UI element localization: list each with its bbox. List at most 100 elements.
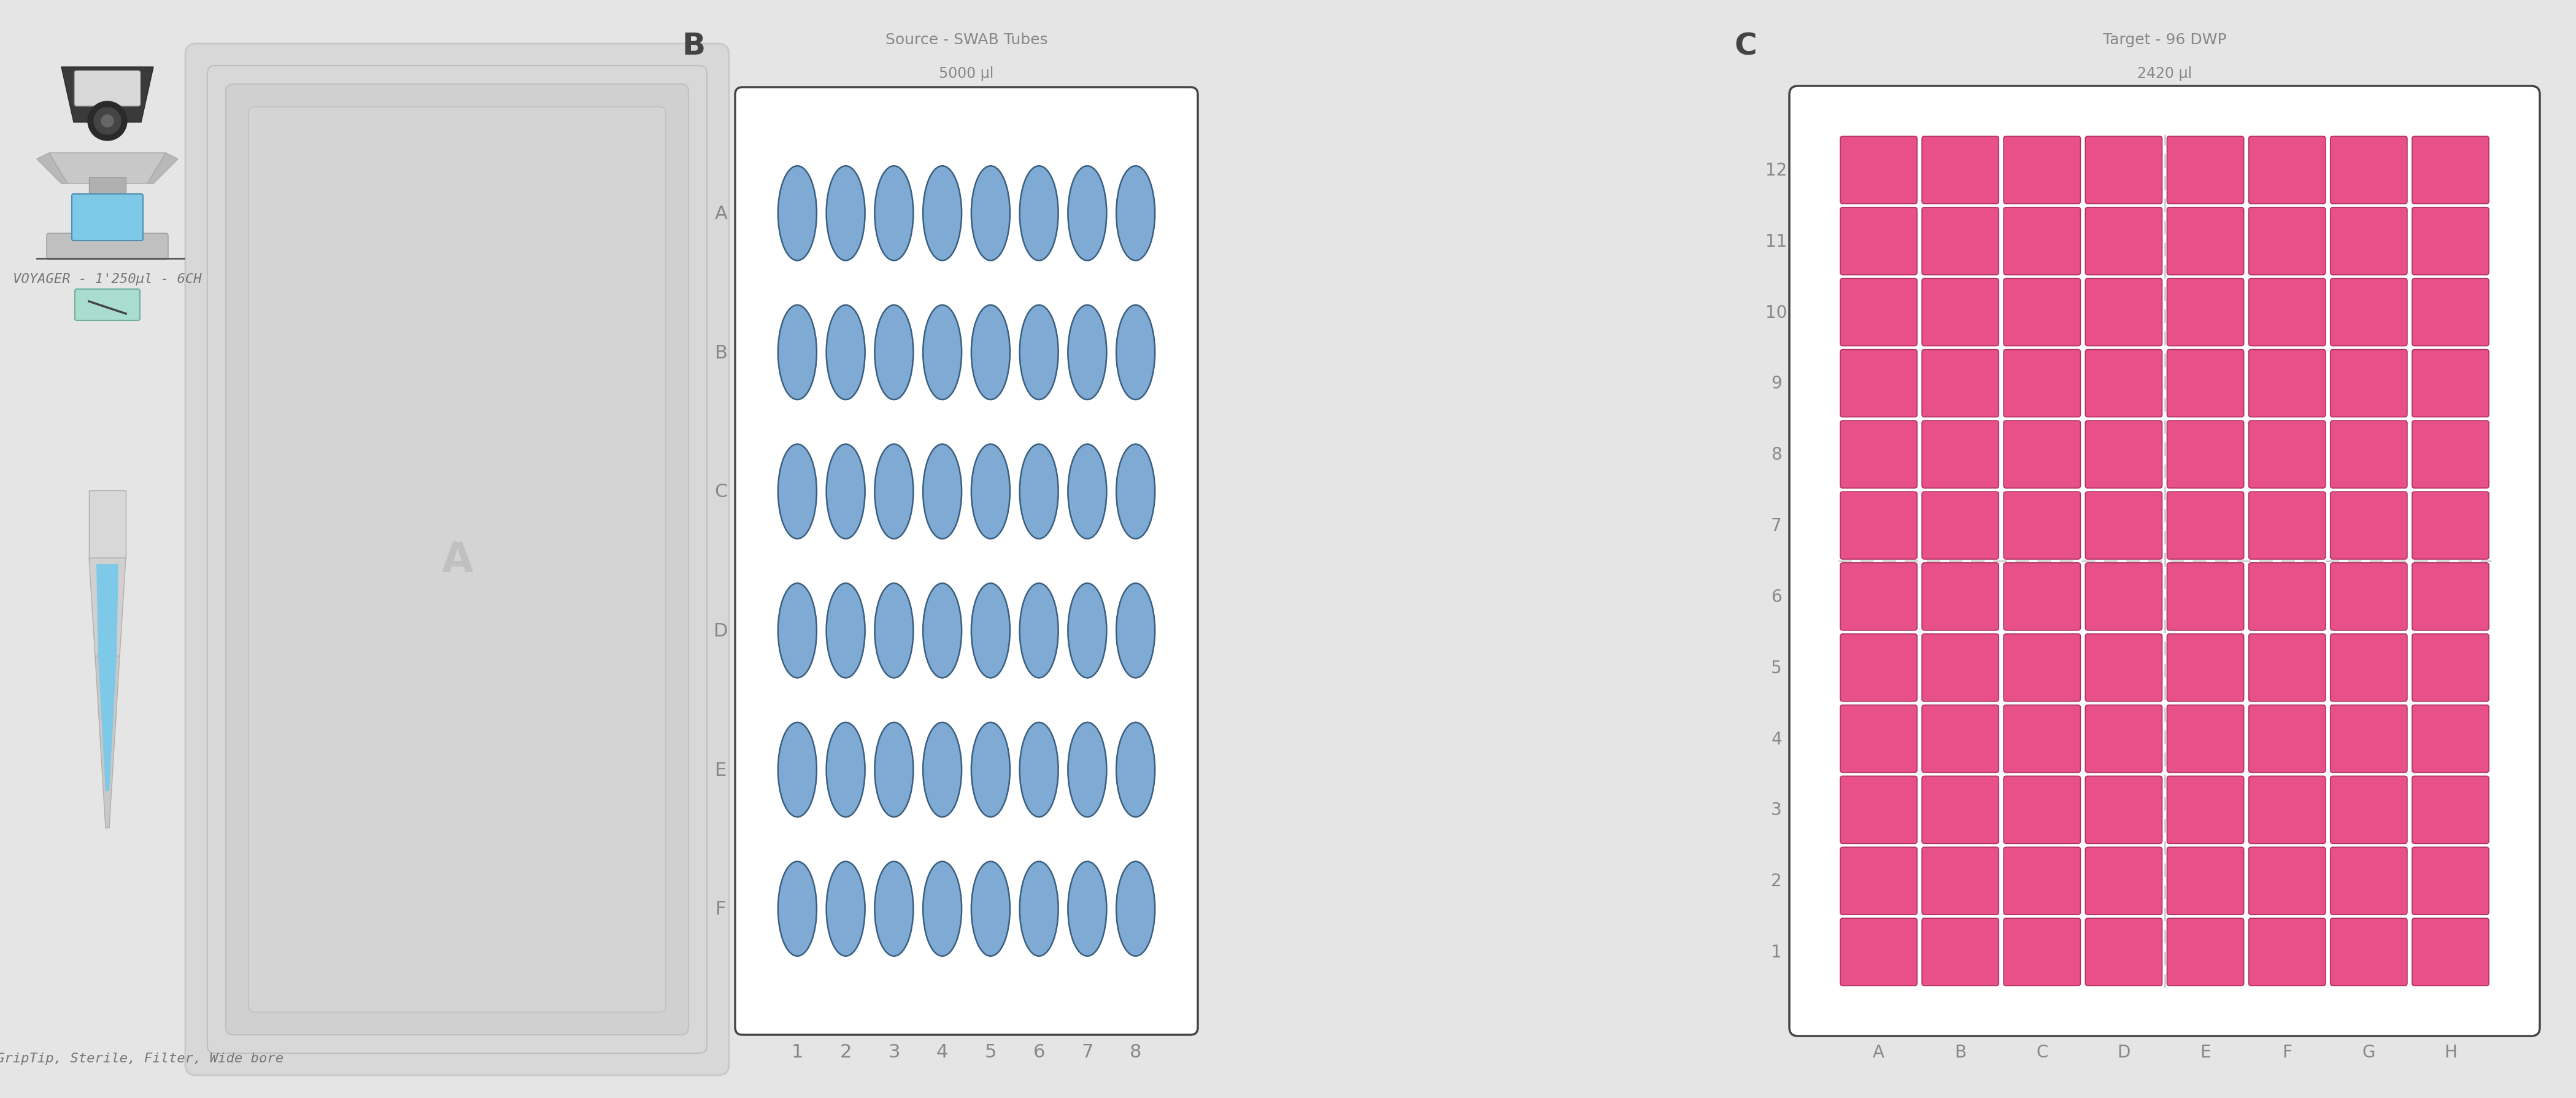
FancyBboxPatch shape xyxy=(2087,848,2161,915)
Text: 4: 4 xyxy=(935,1043,948,1061)
Text: 6: 6 xyxy=(1033,1043,1046,1061)
Ellipse shape xyxy=(971,722,1010,817)
Text: F: F xyxy=(2282,1043,2293,1061)
Ellipse shape xyxy=(827,722,866,817)
Text: 6: 6 xyxy=(1772,589,1783,605)
FancyBboxPatch shape xyxy=(247,108,665,1012)
FancyBboxPatch shape xyxy=(2331,563,2406,630)
Text: 4: 4 xyxy=(1772,730,1783,748)
FancyBboxPatch shape xyxy=(2249,848,2326,915)
Ellipse shape xyxy=(1115,167,1154,261)
FancyBboxPatch shape xyxy=(2166,563,2244,630)
FancyBboxPatch shape xyxy=(90,178,126,197)
FancyBboxPatch shape xyxy=(2249,208,2326,276)
Ellipse shape xyxy=(1020,583,1059,679)
Text: E: E xyxy=(2200,1043,2210,1061)
FancyBboxPatch shape xyxy=(2331,137,2406,204)
Text: B: B xyxy=(714,344,726,361)
Ellipse shape xyxy=(1020,445,1059,539)
Text: C: C xyxy=(2035,1043,2048,1061)
Text: E: E xyxy=(716,761,726,778)
FancyBboxPatch shape xyxy=(2004,563,2081,630)
FancyBboxPatch shape xyxy=(2411,421,2488,489)
FancyBboxPatch shape xyxy=(2411,635,2488,702)
FancyBboxPatch shape xyxy=(1839,279,1917,346)
Ellipse shape xyxy=(876,445,914,539)
FancyBboxPatch shape xyxy=(1922,705,1999,773)
Text: 1: 1 xyxy=(1772,943,1783,961)
FancyBboxPatch shape xyxy=(2249,279,2326,346)
FancyBboxPatch shape xyxy=(2411,137,2488,204)
FancyBboxPatch shape xyxy=(2331,776,2406,843)
FancyBboxPatch shape xyxy=(2249,137,2326,204)
Text: 8: 8 xyxy=(1772,446,1783,463)
FancyBboxPatch shape xyxy=(2411,279,2488,346)
Ellipse shape xyxy=(1069,583,1108,679)
FancyBboxPatch shape xyxy=(2004,279,2081,346)
Ellipse shape xyxy=(1020,305,1059,400)
Ellipse shape xyxy=(1115,305,1154,400)
Polygon shape xyxy=(90,558,126,657)
FancyBboxPatch shape xyxy=(2087,350,2161,417)
Ellipse shape xyxy=(922,445,961,539)
FancyBboxPatch shape xyxy=(2004,208,2081,276)
FancyBboxPatch shape xyxy=(2331,918,2406,986)
FancyBboxPatch shape xyxy=(2411,848,2488,915)
Ellipse shape xyxy=(922,862,961,956)
Polygon shape xyxy=(49,154,165,184)
FancyBboxPatch shape xyxy=(2087,776,2161,843)
FancyBboxPatch shape xyxy=(2411,563,2488,630)
FancyBboxPatch shape xyxy=(2411,208,2488,276)
Text: 2: 2 xyxy=(1772,873,1783,889)
FancyBboxPatch shape xyxy=(2249,705,2326,773)
Ellipse shape xyxy=(876,583,914,679)
Text: 9: 9 xyxy=(1772,376,1783,392)
FancyBboxPatch shape xyxy=(1922,776,1999,843)
FancyBboxPatch shape xyxy=(2087,137,2161,204)
FancyBboxPatch shape xyxy=(2249,421,2326,489)
FancyBboxPatch shape xyxy=(2087,492,2161,560)
FancyBboxPatch shape xyxy=(2087,918,2161,986)
Ellipse shape xyxy=(1115,445,1154,539)
FancyBboxPatch shape xyxy=(1922,421,1999,489)
FancyBboxPatch shape xyxy=(2411,776,2488,843)
Text: 7: 7 xyxy=(1082,1043,1092,1061)
Text: 12: 12 xyxy=(1765,161,1788,179)
Text: H: H xyxy=(2445,1043,2458,1061)
Circle shape xyxy=(100,115,113,127)
FancyBboxPatch shape xyxy=(2411,705,2488,773)
FancyBboxPatch shape xyxy=(1922,279,1999,346)
Ellipse shape xyxy=(876,722,914,817)
FancyBboxPatch shape xyxy=(2249,776,2326,843)
Ellipse shape xyxy=(1115,583,1154,679)
FancyBboxPatch shape xyxy=(2004,635,2081,702)
FancyBboxPatch shape xyxy=(2249,918,2326,986)
Ellipse shape xyxy=(922,167,961,261)
Ellipse shape xyxy=(971,862,1010,956)
FancyBboxPatch shape xyxy=(2331,635,2406,702)
FancyBboxPatch shape xyxy=(1839,421,1917,489)
Text: D: D xyxy=(714,621,729,640)
FancyBboxPatch shape xyxy=(2249,635,2326,702)
Text: F: F xyxy=(716,900,726,918)
Text: 5: 5 xyxy=(984,1043,997,1061)
Ellipse shape xyxy=(827,445,866,539)
FancyBboxPatch shape xyxy=(734,88,1198,1034)
FancyBboxPatch shape xyxy=(2249,492,2326,560)
Ellipse shape xyxy=(971,167,1010,261)
FancyBboxPatch shape xyxy=(1839,848,1917,915)
FancyBboxPatch shape xyxy=(2087,208,2161,276)
Text: VOYAGER - 1'250µl - 6CH: VOYAGER - 1'250µl - 6CH xyxy=(13,273,201,285)
Ellipse shape xyxy=(1069,722,1108,817)
Text: 11: 11 xyxy=(1765,233,1788,250)
FancyBboxPatch shape xyxy=(2166,137,2244,204)
Text: 1250 µl GripTip, Sterile, Filter, Wide bore: 1250 µl GripTip, Sterile, Filter, Wide b… xyxy=(0,1052,283,1064)
FancyBboxPatch shape xyxy=(2166,279,2244,346)
Text: 10: 10 xyxy=(1765,304,1788,322)
Polygon shape xyxy=(98,657,116,792)
Text: 1: 1 xyxy=(791,1043,804,1061)
Polygon shape xyxy=(62,67,155,123)
Ellipse shape xyxy=(1069,862,1108,956)
FancyBboxPatch shape xyxy=(185,44,729,1075)
Text: 3: 3 xyxy=(889,1043,899,1061)
